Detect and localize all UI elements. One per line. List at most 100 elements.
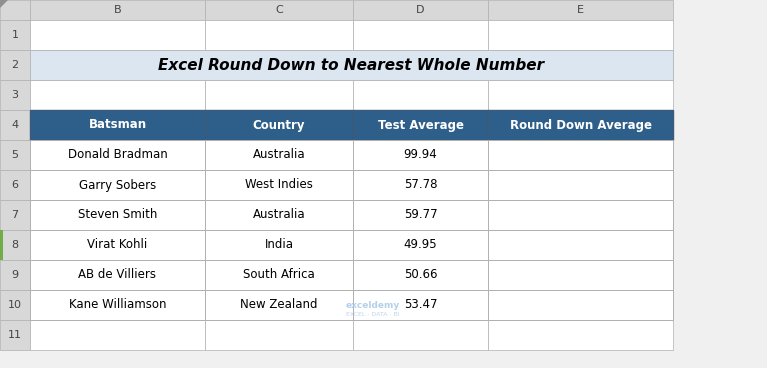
Text: 7: 7 (12, 210, 18, 220)
Text: 99.94: 99.94 (403, 149, 437, 162)
Bar (0, 260, 30, 290)
Bar (205, 110, 353, 140)
Text: Virat Kohli: Virat Kohli (87, 238, 147, 251)
Bar (0, 50, 30, 80)
Bar (488, 140, 673, 170)
Bar (488, 320, 673, 350)
Bar (30, 260, 205, 290)
Bar (488, 50, 673, 80)
Bar (30, 110, 205, 140)
Bar (205, 290, 353, 320)
Bar (205, 20, 353, 50)
Text: 59.77: 59.77 (403, 209, 437, 222)
Bar (353, 110, 488, 140)
Text: Batsman: Batsman (88, 118, 146, 131)
Bar (353, 140, 488, 170)
Text: Australia: Australia (252, 209, 305, 222)
Bar (30, 170, 205, 200)
Bar (488, 20, 673, 50)
Bar (0, 140, 30, 170)
Text: C: C (275, 5, 283, 15)
Text: West Indies: West Indies (245, 178, 313, 191)
Text: South Africa: South Africa (243, 269, 315, 282)
Text: Country: Country (253, 118, 305, 131)
Bar (30, 230, 205, 260)
Text: 5: 5 (12, 150, 18, 160)
Bar (488, 230, 673, 260)
Bar (353, 0, 488, 20)
Bar (353, 200, 488, 230)
Bar (353, 110, 488, 140)
Bar (0, 230, 3, 260)
Bar (488, 170, 673, 200)
Bar (205, 200, 353, 230)
Bar (353, 260, 488, 290)
Text: Kane Williamson: Kane Williamson (69, 298, 166, 311)
Text: exceldemy: exceldemy (346, 301, 400, 309)
Bar (0, 80, 30, 110)
Bar (30, 110, 205, 140)
Bar (488, 170, 673, 200)
Bar (30, 200, 205, 230)
Text: 50.66: 50.66 (403, 269, 437, 282)
Bar (205, 230, 353, 260)
Bar (205, 260, 353, 290)
Bar (353, 260, 488, 290)
Bar (353, 140, 488, 170)
Text: 53.47: 53.47 (403, 298, 437, 311)
Text: E: E (577, 5, 584, 15)
Bar (30, 140, 205, 170)
Bar (488, 260, 673, 290)
Bar (353, 50, 488, 80)
Bar (30, 170, 205, 200)
Bar (0, 290, 30, 320)
Bar (30, 230, 205, 260)
Bar (488, 260, 673, 290)
Text: Donald Bradman: Donald Bradman (67, 149, 167, 162)
Bar (30, 290, 205, 320)
Text: 8: 8 (12, 240, 18, 250)
Text: AB de Villiers: AB de Villiers (78, 269, 156, 282)
Text: Australia: Australia (252, 149, 305, 162)
Bar (30, 0, 205, 20)
Text: D: D (416, 5, 425, 15)
Bar (0, 170, 30, 200)
Bar (205, 170, 353, 200)
Text: 2: 2 (12, 60, 18, 70)
Text: 11: 11 (8, 330, 22, 340)
Bar (488, 230, 673, 260)
Bar (205, 230, 353, 260)
Text: 9: 9 (12, 270, 18, 280)
Text: 6: 6 (12, 180, 18, 190)
Bar (488, 290, 673, 320)
Bar (30, 320, 205, 350)
Bar (488, 110, 673, 140)
Bar (0, 110, 30, 140)
Bar (488, 110, 673, 140)
Text: 10: 10 (8, 300, 22, 310)
Bar (205, 80, 353, 110)
Text: Round Down Average: Round Down Average (509, 118, 651, 131)
Bar (353, 170, 488, 200)
Bar (205, 170, 353, 200)
Bar (488, 0, 673, 20)
Bar (0, 320, 30, 350)
Bar (30, 260, 205, 290)
Bar (205, 110, 353, 140)
Bar (30, 50, 673, 80)
Text: Steven Smith: Steven Smith (77, 209, 157, 222)
Bar (488, 200, 673, 230)
Bar (205, 290, 353, 320)
Bar (30, 290, 205, 320)
Text: 3: 3 (12, 90, 18, 100)
Bar (205, 320, 353, 350)
Bar (353, 230, 488, 260)
Bar (488, 80, 673, 110)
Bar (488, 290, 673, 320)
Bar (30, 80, 205, 110)
Text: Garry Sobers: Garry Sobers (79, 178, 156, 191)
Bar (353, 200, 488, 230)
Bar (353, 20, 488, 50)
Bar (205, 140, 353, 170)
Bar (353, 320, 488, 350)
